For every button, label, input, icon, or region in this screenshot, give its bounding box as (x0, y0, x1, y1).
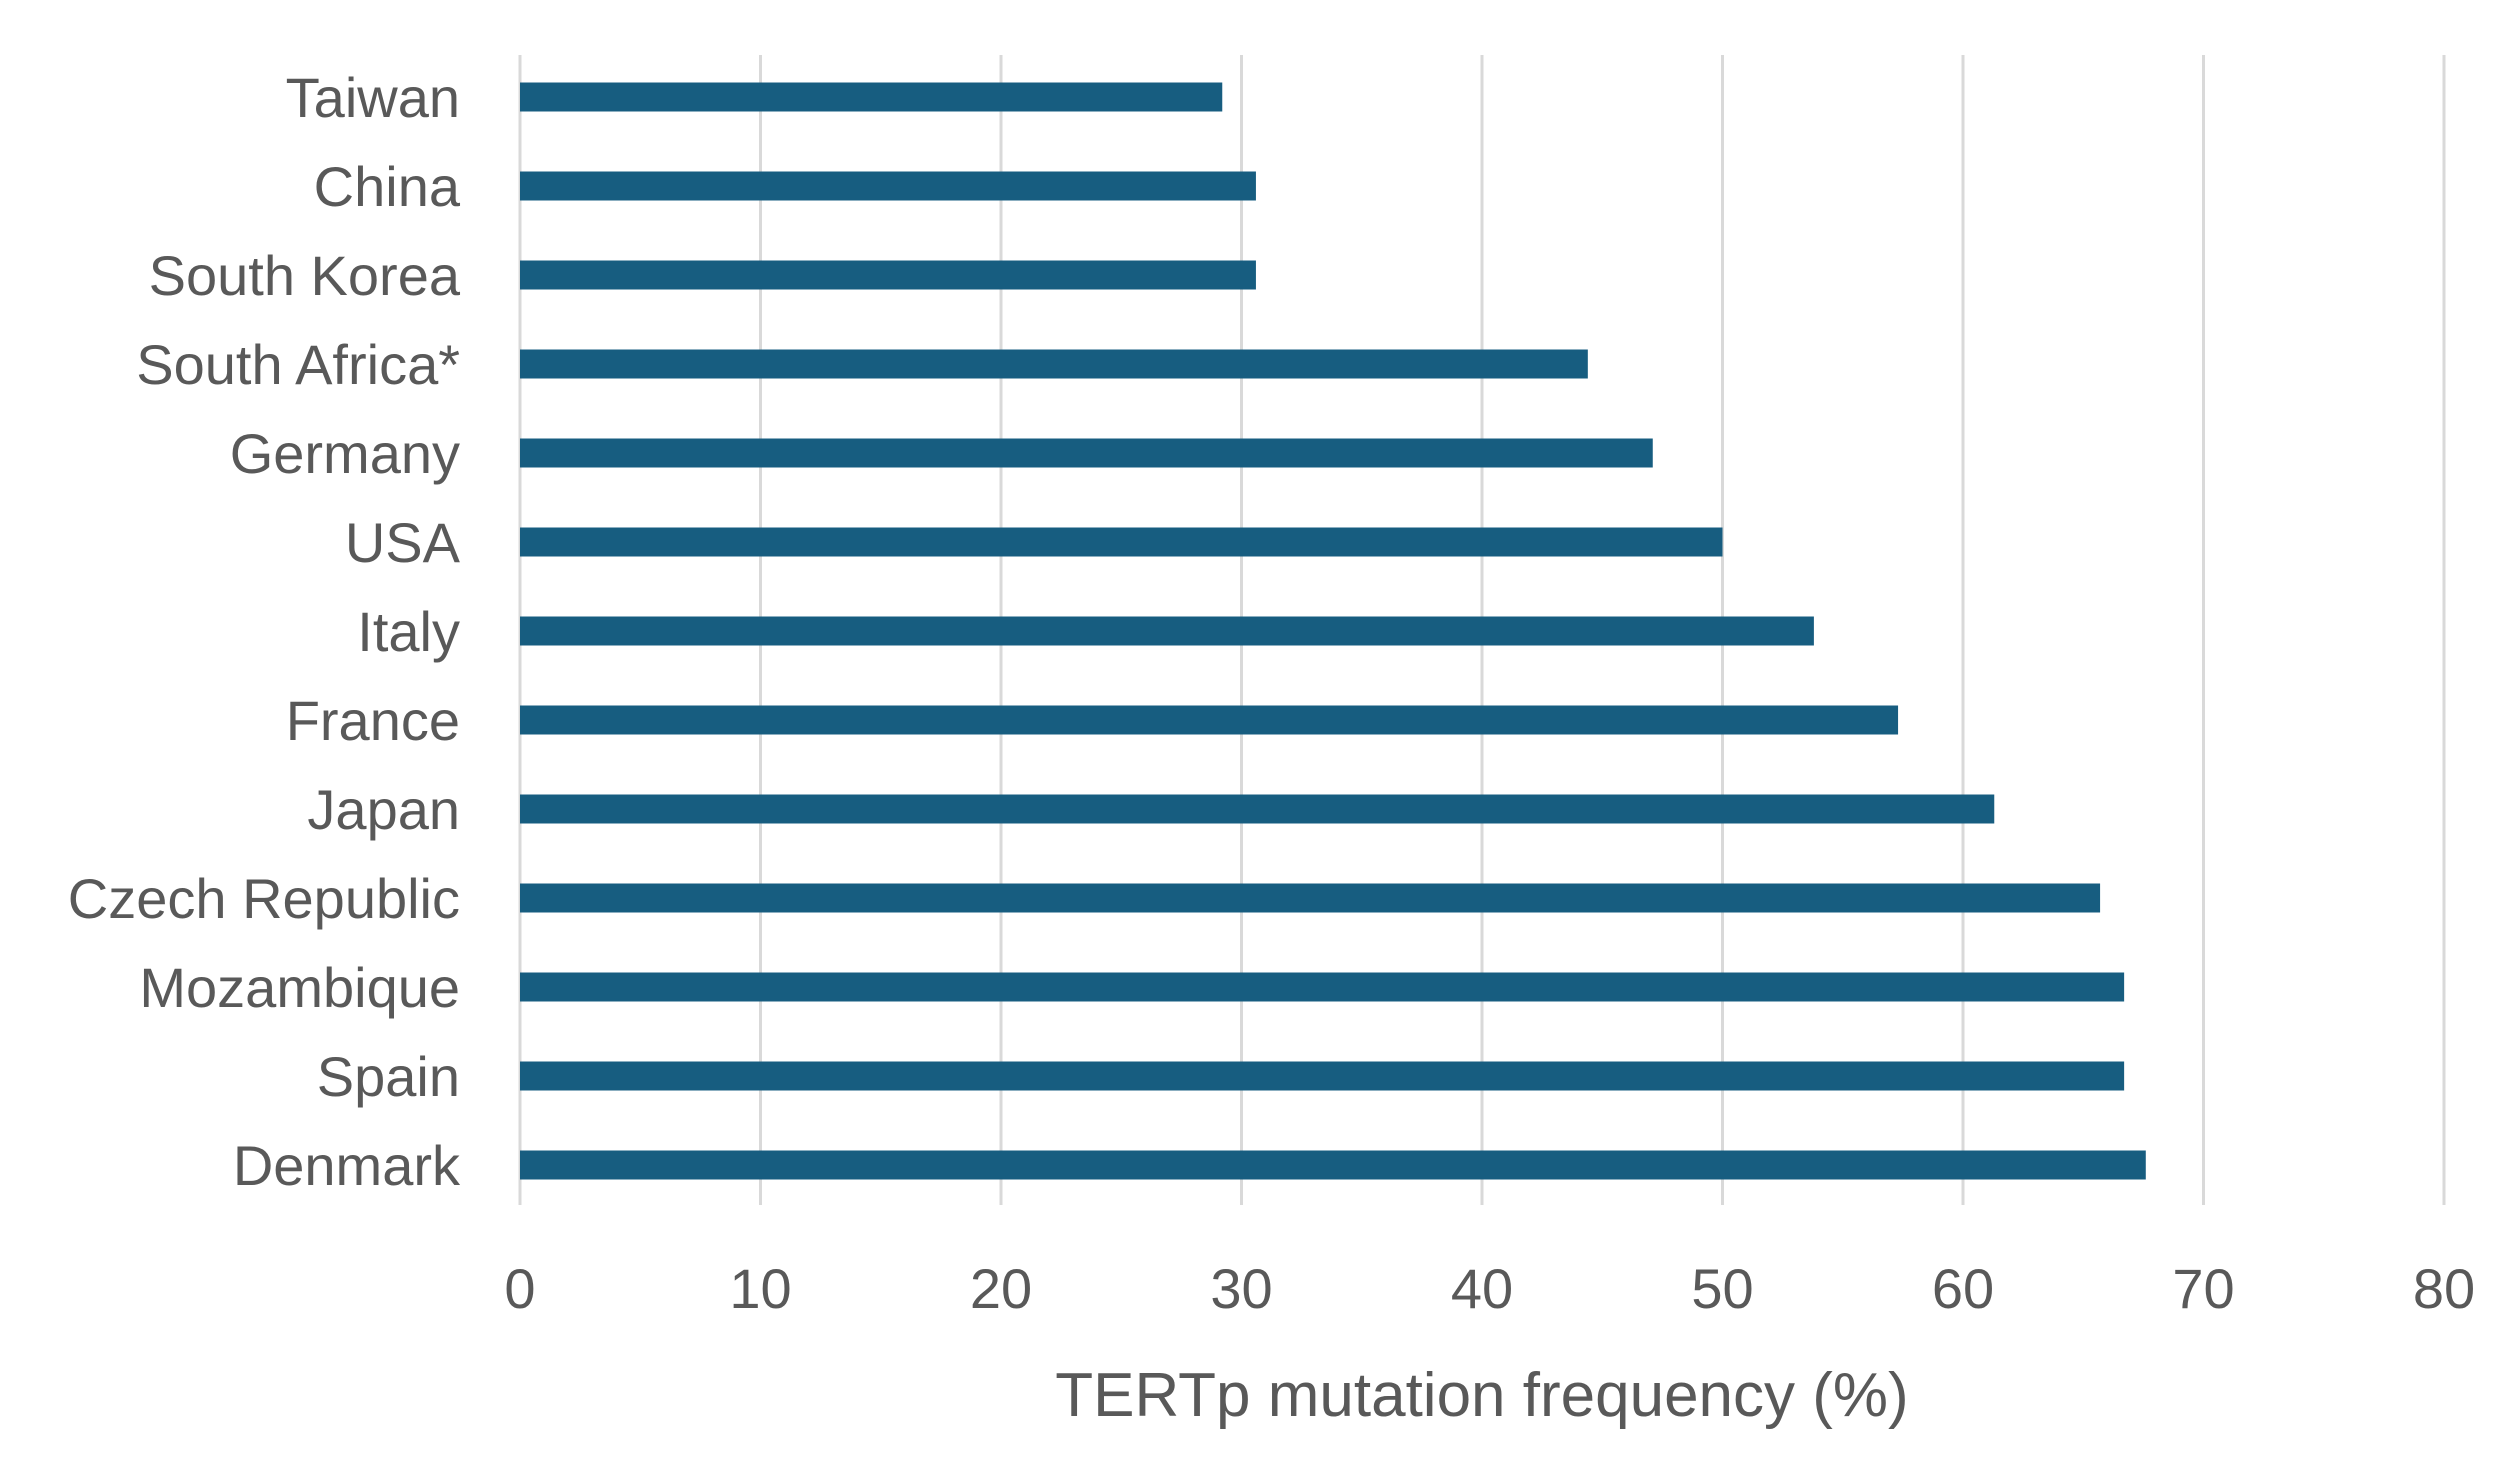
x-tick-label-70: 70 (2172, 1257, 2234, 1320)
x-tick-label-20: 20 (970, 1257, 1032, 1320)
x-tick-label-80: 80 (2413, 1257, 2475, 1320)
x-tick-label-0: 0 (504, 1257, 535, 1320)
bar-usa (520, 527, 1723, 557)
bar-denmark (520, 1150, 2146, 1180)
category-label-denmark: Denmark (233, 1134, 461, 1197)
category-label-china: China (314, 155, 461, 218)
x-tick-label-30: 30 (1210, 1257, 1272, 1320)
category-label-taiwan: Taiwan (286, 66, 460, 129)
category-label-france: France (286, 689, 460, 752)
x-axis-title: TERTp mutation frequency (%) (1055, 1361, 1908, 1430)
bar-italy (520, 616, 1814, 646)
bar-germany (520, 438, 1653, 468)
x-axis-tick-labels: 0 10 20 30 40 50 60 70 80 (504, 1257, 2475, 1320)
bar-spain (520, 1061, 2125, 1091)
category-label-czech-republic: Czech Republic (68, 867, 460, 930)
category-label-japan: Japan (307, 778, 460, 841)
bar-south-africa (520, 349, 1588, 379)
category-label-south-korea: South Korea (149, 244, 461, 307)
category-label-mozambique: Mozambique (139, 956, 460, 1019)
bar-france (520, 705, 1899, 735)
bar-taiwan (520, 82, 1223, 112)
category-label-germany: Germany (230, 422, 460, 485)
bar-mozambique (520, 972, 2125, 1002)
x-tick-label-40: 40 (1451, 1257, 1513, 1320)
bar-czech-republic (520, 883, 2101, 913)
category-label-spain: Spain (317, 1045, 460, 1108)
category-label-usa: USA (345, 511, 461, 574)
category-label-south-africa: South Africa* (136, 333, 460, 396)
x-tick-label-50: 50 (1691, 1257, 1753, 1320)
category-labels: Taiwan China South Korea South Africa* Germa… (68, 66, 461, 1197)
bar-china (520, 171, 1256, 201)
x-tick-label-60: 60 (1932, 1257, 1994, 1320)
bar-south-korea (520, 260, 1256, 290)
x-tick-label-10: 10 (729, 1257, 791, 1320)
bars (520, 82, 2146, 1180)
bar-japan (520, 794, 1995, 824)
category-label-italy: Italy (357, 600, 460, 663)
